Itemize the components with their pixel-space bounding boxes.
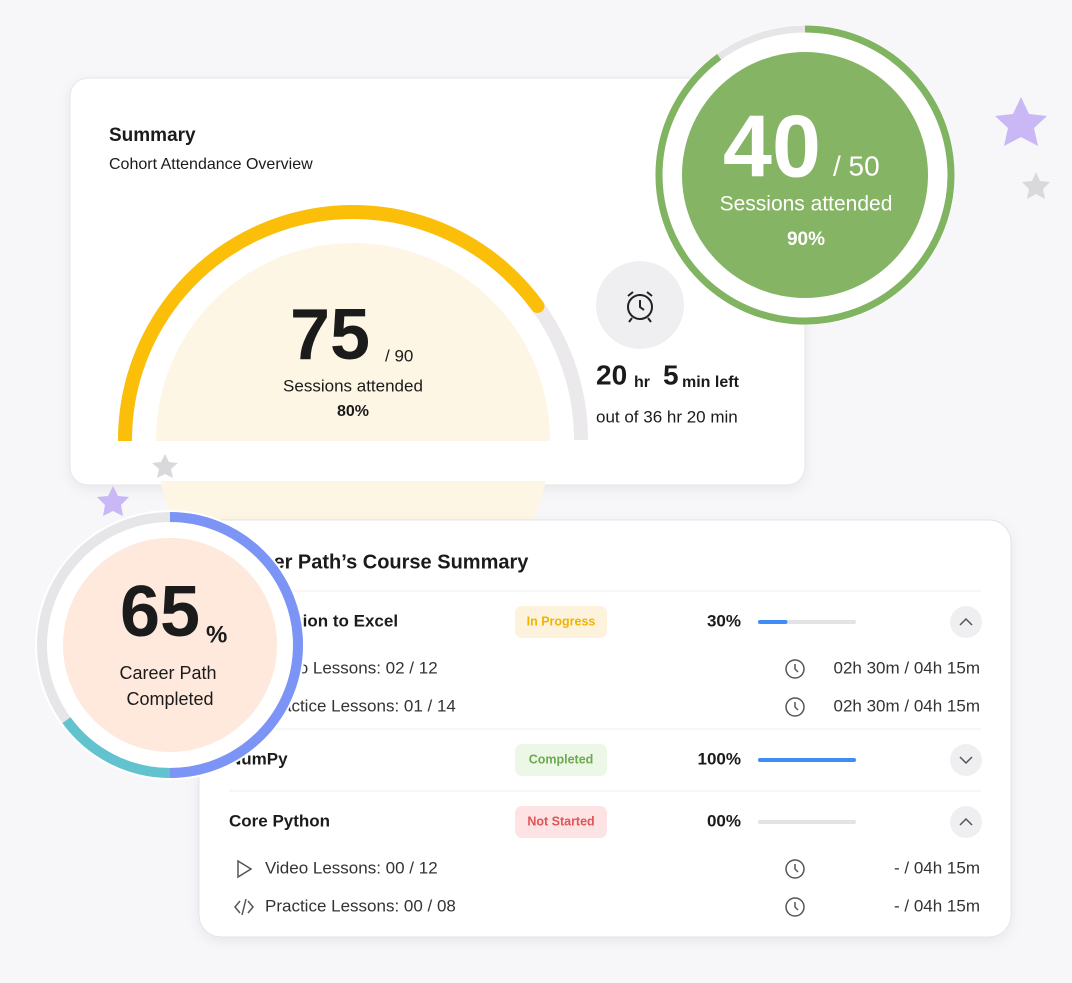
progress-bar: [758, 620, 788, 624]
stars: [97, 97, 1050, 516]
toggle-button[interactable]: [950, 744, 982, 776]
status-badge: [515, 606, 607, 638]
progress-label: 00%: [707, 811, 741, 830]
lesson-label: Video Lessons: 00 / 12: [265, 858, 438, 877]
badge-arc: [655, 25, 955, 325]
alarm-icon: [627, 291, 653, 323]
status-label: Not Started: [527, 814, 594, 828]
career-badge: 65 % Career Path Completed: [35, 510, 305, 780]
status-badge: [515, 744, 607, 776]
badge-total: / 50: [833, 150, 880, 181]
career-arc: [62, 717, 171, 778]
badge-count: 40: [723, 96, 821, 195]
chevron: [959, 756, 973, 765]
badge-fill: [682, 52, 928, 298]
gauge-total: / 90: [385, 346, 413, 365]
lesson-time: - / 04h 15m: [894, 896, 980, 915]
sessions-badge: 40 / 50 Sessions attended 90%: [655, 25, 955, 325]
clock-hand: [794, 902, 799, 911]
status-label: Completed: [529, 752, 594, 766]
clock-hand: [794, 702, 799, 711]
lesson-label: Practice Lessons: 01 / 14: [265, 696, 456, 715]
career-label: Completed: [126, 689, 213, 709]
gauge-arc: [118, 205, 545, 447]
clock-icon: [785, 659, 805, 679]
toggle-button[interactable]: [950, 606, 982, 638]
time-hours: 20: [596, 359, 627, 390]
status-label: In Progress: [527, 614, 596, 628]
time-total: out of 36 hr 20 min: [596, 407, 738, 426]
star: [152, 454, 178, 478]
clock-icon: [785, 897, 805, 917]
lesson-time: 02h 30m / 04h 15m: [834, 696, 980, 715]
summary-title: Summary: [109, 125, 196, 146]
course-title: Career Path’s Course Summary: [229, 551, 529, 573]
badge-percent: 90%: [787, 229, 825, 250]
status-badge: [515, 806, 607, 838]
career-unit: %: [206, 621, 227, 648]
toggle-button[interactable]: [950, 806, 982, 838]
career-percent: 65: [120, 572, 200, 652]
star: [97, 486, 129, 516]
progress-label: 100%: [698, 749, 741, 768]
chevron: [959, 617, 973, 626]
lesson-time: - / 04h 15m: [894, 858, 980, 877]
lesson-time: 02h 30m / 04h 15m: [834, 658, 980, 677]
career-fill: [63, 538, 277, 752]
summary-subtitle: Cohort Attendance Overview: [109, 156, 313, 173]
clock-hand: [794, 664, 799, 673]
star: [995, 97, 1047, 146]
clock-icon: [785, 697, 805, 717]
time-minutes-unit: min left: [682, 374, 740, 391]
code-icon: [234, 898, 254, 916]
video-icon: [237, 859, 253, 879]
progress-bar: [758, 758, 856, 762]
course-name: Core Python: [229, 811, 330, 830]
gauge-label: Sessions attended: [283, 376, 423, 395]
time-hours-unit: hr: [634, 374, 650, 391]
career-label: Career Path: [119, 663, 216, 683]
clock-icon: [785, 859, 805, 879]
star: [1022, 172, 1050, 199]
clock-hand: [794, 864, 799, 873]
course-card-layer: Career Path’s Course Summary Introductio…: [198, 519, 1012, 938]
chevron: [959, 817, 973, 826]
progress-label: 30%: [707, 611, 741, 630]
gauge-mask: [100, 441, 610, 481]
career-arc-head: [169, 512, 303, 778]
badge-label: Sessions attended: [720, 193, 893, 216]
lesson-label: Video Lessons: 02 / 12: [265, 658, 438, 677]
lesson-label: Practice Lessons: 00 / 08: [265, 896, 456, 915]
gauge-percent: 80%: [337, 403, 369, 420]
gauge-count: 75: [290, 295, 370, 375]
progress-track: [758, 820, 856, 824]
time-minutes: 5: [663, 359, 679, 390]
